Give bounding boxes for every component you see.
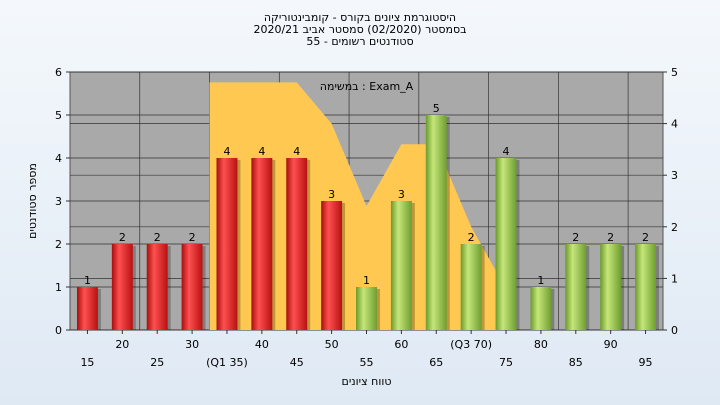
bar-value-label: 2 — [607, 231, 614, 244]
bar-value-label: 3 — [328, 188, 335, 201]
x-tick-label: 25 — [150, 356, 164, 369]
bar — [111, 244, 133, 330]
y2-tick-label: 5 — [671, 66, 678, 79]
x-tick-label: 65 — [429, 356, 443, 369]
bar — [356, 287, 377, 330]
x-tick-label: 90 — [604, 338, 618, 351]
y-tick-label: 1 — [55, 281, 62, 294]
bar-value-label: 3 — [398, 188, 405, 201]
bar-value-label: 2 — [572, 231, 579, 244]
bar — [181, 244, 203, 330]
x-tick-label: (Q1 35) — [206, 356, 248, 369]
bar-value-label: 4 — [258, 145, 265, 158]
bar — [216, 158, 238, 330]
bar — [76, 287, 98, 330]
x-tick-label: 85 — [569, 356, 583, 369]
bar-value-label: 4 — [503, 145, 510, 158]
x-tick-label: 40 — [255, 338, 269, 351]
bar — [390, 201, 412, 330]
bar-value-label: 4 — [293, 145, 300, 158]
bar — [635, 244, 657, 330]
y-tick-label: 2 — [55, 238, 62, 251]
y2-tick-label: 2 — [671, 221, 678, 234]
bar — [321, 201, 343, 330]
y-tick-label: 3 — [55, 195, 62, 208]
y-tick-label: 5 — [55, 109, 62, 122]
x-tick-label: 80 — [534, 338, 548, 351]
x-tick-label: 55 — [360, 356, 374, 369]
y-tick-label: 4 — [55, 152, 62, 165]
y-tick-label: 6 — [55, 66, 62, 79]
x-axis-title: טווח ציונים — [342, 375, 392, 388]
x-tick-label: 75 — [499, 356, 513, 369]
y2-tick-label: 4 — [671, 118, 678, 131]
bar — [251, 158, 273, 330]
x-tick-label: 60 — [394, 338, 408, 351]
x-tick-label: 15 — [80, 356, 94, 369]
x-tick-label: 30 — [185, 338, 199, 351]
bar — [530, 287, 552, 330]
y-axis-title: מספר סטודנטים — [26, 163, 39, 239]
bar — [286, 158, 308, 330]
y2-tick-label: 0 — [671, 324, 678, 337]
y-tick-label: 0 — [55, 324, 62, 337]
chart-title-line-2: בסמסטר (02/2020) סמסטר אביב 2020/21 — [253, 23, 467, 36]
bar-value-label: 2 — [642, 231, 649, 244]
x-tick-label: 95 — [639, 356, 653, 369]
legend-label: במשימה : Exam_A — [320, 80, 414, 93]
bar-value-label: 2 — [468, 231, 475, 244]
chart-title-line-3: 55 - סטודנטים רשומים — [306, 35, 414, 48]
bar-value-label: 2 — [119, 231, 126, 244]
bar — [565, 244, 587, 330]
chart-title-line-1: היסטוגרמת ציונים בקורס - קומבינטוריקה — [263, 11, 457, 24]
bar — [600, 244, 622, 330]
bar — [495, 158, 517, 330]
x-tick-label: (Q3 70) — [450, 338, 492, 351]
x-tick-label: 20 — [115, 338, 129, 351]
bar-value-label: 2 — [154, 231, 161, 244]
bar-value-label: 1 — [537, 274, 544, 287]
bar — [460, 244, 482, 330]
bar-value-label: 1 — [84, 274, 91, 287]
x-tick-label: 50 — [325, 338, 339, 351]
bar-value-label: 2 — [189, 231, 196, 244]
y2-tick-label: 3 — [671, 169, 678, 182]
bar-value-label: 5 — [433, 102, 440, 115]
y2-tick-label: 1 — [671, 272, 678, 285]
bar — [146, 244, 168, 330]
x-tick-label: 45 — [290, 356, 304, 369]
bar-value-label: 1 — [363, 274, 370, 287]
bar — [425, 115, 447, 330]
bar-value-label: 4 — [223, 145, 230, 158]
